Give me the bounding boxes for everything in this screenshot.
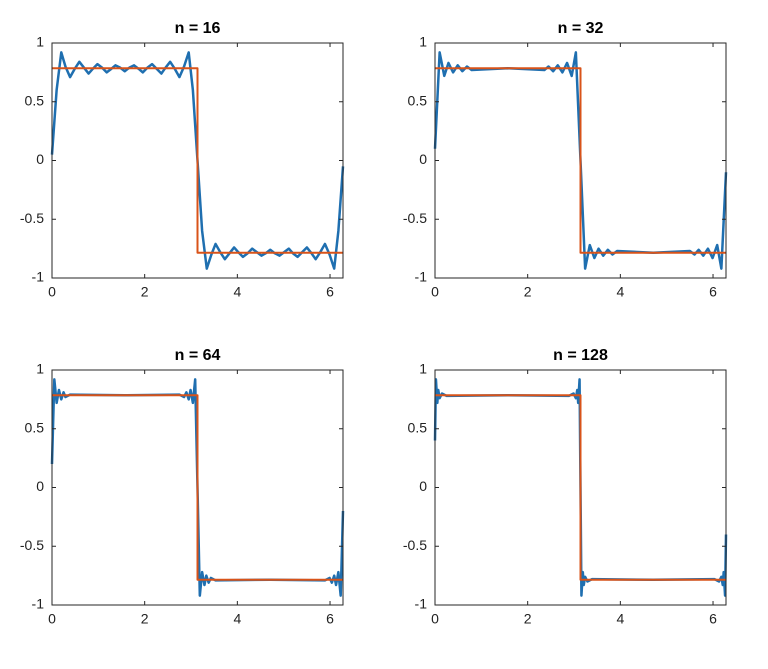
y-tick-label: 0 xyxy=(419,151,427,167)
y-tick-label: -1 xyxy=(415,596,428,612)
x-tick-label: 6 xyxy=(326,611,334,627)
chart-title: n = 64 xyxy=(175,347,221,364)
x-tick-label: 2 xyxy=(141,284,149,300)
y-tick-label: 0.5 xyxy=(25,419,45,435)
x-tick-label: 6 xyxy=(709,611,717,627)
x-tick-label: 4 xyxy=(233,611,241,627)
y-tick-label: 0 xyxy=(36,478,44,494)
y-tick-label: -1 xyxy=(32,269,45,285)
y-tick-label: -1 xyxy=(32,596,45,612)
y-tick-label: -0.5 xyxy=(403,210,427,226)
y-tick-label: 1 xyxy=(419,361,427,377)
y-tick-label: 1 xyxy=(36,361,44,377)
x-tick-label: 2 xyxy=(141,611,149,627)
data-line xyxy=(52,67,343,254)
y-tick-label: 0 xyxy=(36,151,44,167)
y-tick-label: -0.5 xyxy=(403,537,427,553)
x-tick-label: 4 xyxy=(616,284,624,300)
x-tick-label: 6 xyxy=(709,284,717,300)
chart-title: n = 16 xyxy=(175,20,221,37)
x-tick-label: 0 xyxy=(431,284,439,300)
x-tick-label: 0 xyxy=(48,284,56,300)
x-tick-label: 2 xyxy=(524,284,532,300)
y-tick-label: 0 xyxy=(419,478,427,494)
y-tick-label: 0.5 xyxy=(408,92,428,108)
y-tick-label: 0.5 xyxy=(25,92,45,108)
data-line xyxy=(52,394,343,581)
y-tick-label: 1 xyxy=(419,34,427,50)
x-tick-label: 4 xyxy=(616,611,624,627)
x-tick-label: 4 xyxy=(233,284,241,300)
x-tick-label: 0 xyxy=(48,611,56,627)
x-tick-label: 2 xyxy=(524,611,532,627)
chart-title: n = 128 xyxy=(553,347,608,364)
data-line xyxy=(435,67,726,254)
y-tick-label: -0.5 xyxy=(20,537,44,553)
y-tick-label: 0.5 xyxy=(408,419,428,435)
y-tick-label: -1 xyxy=(415,269,428,285)
x-tick-label: 0 xyxy=(431,611,439,627)
chart-title: n = 32 xyxy=(558,20,604,37)
x-tick-label: 6 xyxy=(326,284,334,300)
data-line xyxy=(435,394,726,581)
y-tick-label: -0.5 xyxy=(20,210,44,226)
y-tick-label: 1 xyxy=(36,34,44,50)
